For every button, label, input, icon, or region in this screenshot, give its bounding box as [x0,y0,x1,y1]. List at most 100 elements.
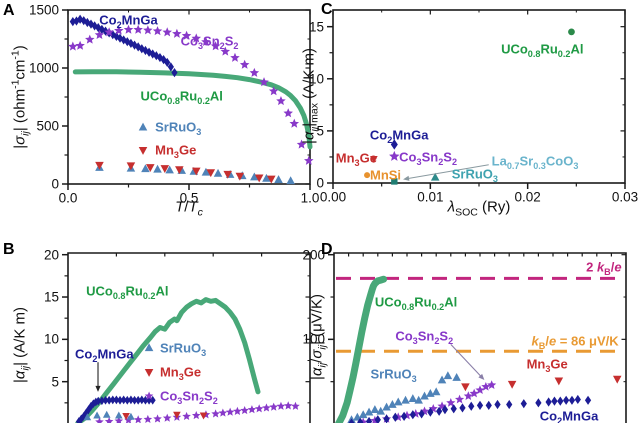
marker-co2mnga-d [584,395,592,405]
marker-srruo3-a [201,167,211,176]
legend-marker-mn3ge-b [144,368,154,377]
marker-co3sn2s2-a [68,41,78,51]
marker-mn3ge-d [554,377,564,386]
annotation-arrow-co3sn2s2-head [478,373,485,380]
marker-co3sn2s2-a [104,27,114,37]
marker-co3sn2s2-a [152,26,163,36]
marker-co3sn2s2-d [481,381,491,391]
marker-co3sn2s2-d [370,415,380,423]
marker-co2mnga-b [113,395,120,405]
marker-co3sn2s2-b [191,411,201,420]
marker-co3sn2s2-b [276,401,286,410]
marker-co2mnga-d [436,406,443,416]
marker-mn3ge-a [95,161,104,170]
legend-marker-mn3ge-a [138,146,148,155]
marker-srruo3-d [358,410,368,419]
marker-co2mnga-b [131,395,138,405]
marker-co2mnga-a [153,51,160,61]
marker-la-sr-coo3-c [391,178,398,185]
marker-srruo3-d [414,395,423,404]
marker-mn3ge-c [370,156,378,164]
marker-mn3ge-b [122,412,130,420]
series-ucoru-al-a [72,69,313,150]
marker-co3sn2s2-b [233,406,242,415]
marker-co3sn2s2-a [201,36,211,46]
marker-co2mnga-d [427,407,434,417]
marker-mn3ge-b [199,412,208,420]
marker-co3sn2s2-a [283,108,293,118]
marker-co2mnga-a [160,55,167,65]
marker-srruo3-d [376,406,385,415]
marker-co2mnga-a [145,47,153,57]
marker-co3sn2s2-b [114,416,124,423]
marker-mn3ge-a [267,175,276,184]
marker-co2mnga-b [127,395,134,405]
marker-co2mnga-d [574,394,581,405]
marker-co2mnga-d [418,409,425,419]
marker-co3sn2s2-b [291,401,300,410]
marker-srruo3-a [153,164,162,173]
marker-srruo3-a [286,176,295,185]
marker-co3sn2s2-d [487,380,497,389]
annotation-arrow-co3sn2s2-line [450,344,483,378]
marker-co3sn2s2-a [85,34,95,44]
marker-co2mnga-d [468,401,475,411]
marker-mn3ge-a [254,174,264,183]
marker-co2mnga-b [78,414,85,423]
marker-srruo3-d [408,394,418,402]
marker-co2mnga-d [485,400,492,410]
marker-co2mnga-d [551,396,558,406]
marker-co3sn2s2-b [254,404,264,413]
marker-srruo3-d [364,407,374,416]
marker-co3sn2s2-c [389,150,400,161]
marker-co2mnga-a [149,49,156,59]
marker-co3sn2s2-a [133,24,143,34]
marker-co2mnga-a [138,44,145,54]
marker-co2mnga-d [409,410,416,420]
marker-co2mnga-d [563,395,570,405]
marker-co3sn2s2-b [211,409,220,418]
marker-co3sn2s2-a [249,67,260,77]
marker-co2mnga-d [400,411,408,421]
marker-co3sn2s2-a [289,118,300,128]
marker-co2mnga-d [557,396,564,406]
marker-co2mnga-d [348,418,355,423]
panel-B-frame [67,252,311,423]
marker-co3sn2s2-a [172,28,182,38]
marker-co3sn2s2-d [475,385,485,395]
marker-co2mnga-a [87,19,95,29]
marker-co2mnga-a [76,14,84,24]
marker-mn3ge-d [507,380,517,389]
marker-co2mnga-b [102,395,109,405]
marker-co3sn2s2-a [268,86,279,96]
marker-co3sn2s2-a [114,25,124,35]
marker-srruo3-a [250,172,259,181]
marker-co3sn2s2-d [469,388,479,398]
marker-co3sn2s2-a [239,59,250,69]
marker-co2mnga-a [135,42,142,52]
marker-co2mnga-d [506,399,513,410]
marker-co2mnga-b [98,396,105,406]
marker-srruo3-b [102,410,111,418]
marker-co2mnga-a [124,37,131,47]
marker-co3sn2s2-a [181,30,192,40]
marker-co2mnga-d [476,400,484,410]
marker-co2mnga-a [131,40,138,50]
marker-srruo3-d [452,372,461,381]
annotation-arrow-la0-7sr0-3coo3-head [403,175,410,181]
marker-mn3ge-a [126,162,136,171]
marker-co3sn2s2-a [296,139,307,149]
marker-mn3ge-a [160,165,170,173]
legend-marker-srruo3-a [138,122,148,131]
marker-co2mnga-d [383,414,390,423]
marker-co3sn2s2-b [153,414,162,423]
marker-co3sn2s2-b [95,417,104,423]
marker-co2mnga-d [535,398,542,408]
marker-srruo3-a [274,175,283,183]
marker-co2mnga-b [149,395,156,405]
marker-srruo3-d [382,402,391,411]
marker-co2mnga-b [106,395,113,405]
marker-co2mnga-a [116,33,124,43]
legend-marker-srruo3-b [144,343,154,352]
